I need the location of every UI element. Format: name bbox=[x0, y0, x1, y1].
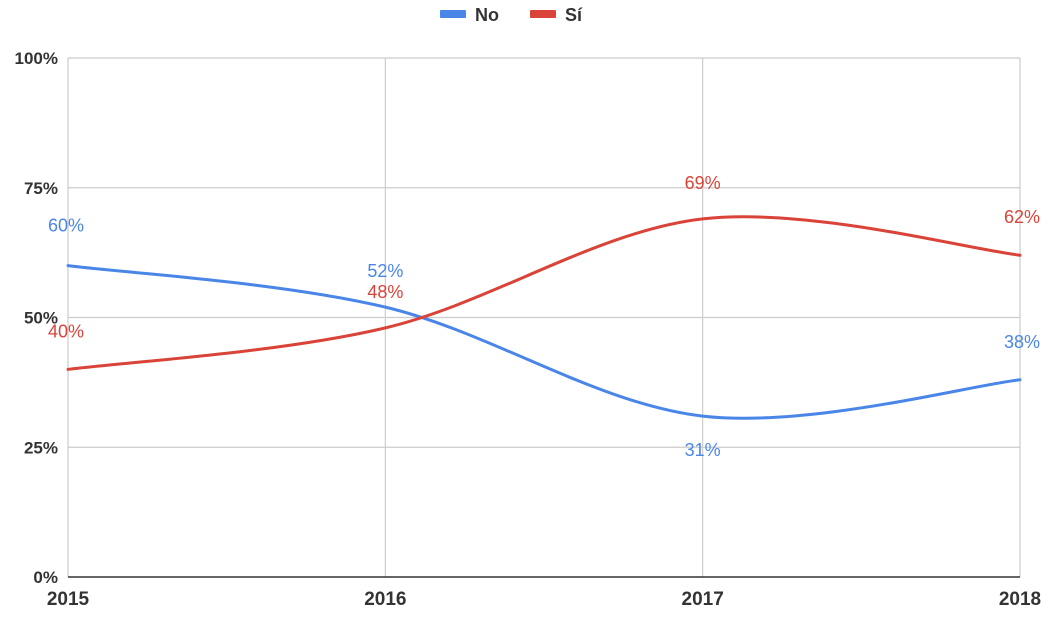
legend-label: Sí bbox=[565, 5, 583, 25]
x-tick-label: 2016 bbox=[364, 589, 406, 610]
legend-item: No bbox=[440, 5, 499, 25]
x-tick-label: 2015 bbox=[47, 589, 90, 610]
legend-swatch bbox=[440, 10, 466, 18]
series-line-si bbox=[66, 215, 1022, 371]
axes: 0% 25% 50% 75% 100% 2015 2016 2017 2018 bbox=[15, 49, 1042, 610]
data-label: 40% bbox=[48, 321, 84, 341]
legend-swatch bbox=[530, 10, 556, 18]
series-line-no bbox=[66, 264, 1022, 420]
data-label: 69% bbox=[685, 173, 721, 193]
y-tick-label: 0% bbox=[33, 568, 58, 587]
y-tick-label: 25% bbox=[24, 438, 58, 457]
data-label: 48% bbox=[367, 282, 403, 302]
x-tick-label: 2018 bbox=[999, 589, 1041, 610]
legend-item: Sí bbox=[530, 5, 583, 25]
y-tick-label: 50% bbox=[24, 309, 58, 328]
y-tick-label: 75% bbox=[24, 179, 58, 198]
legend: No Sí bbox=[440, 5, 583, 25]
data-label: 62% bbox=[1004, 207, 1040, 227]
series-lines bbox=[66, 215, 1022, 420]
data-label: 38% bbox=[1004, 332, 1040, 352]
data-labels: 60% 52% 31% 38% 40% 48% 69% 62% bbox=[48, 173, 1040, 460]
data-label: 31% bbox=[685, 440, 721, 460]
data-label: 60% bbox=[48, 216, 84, 236]
legend-label: No bbox=[475, 5, 499, 25]
grid bbox=[67, 57, 1021, 577]
y-tick-label: 100% bbox=[15, 49, 58, 68]
x-tick-label: 2017 bbox=[682, 589, 724, 610]
data-label: 52% bbox=[367, 261, 403, 281]
